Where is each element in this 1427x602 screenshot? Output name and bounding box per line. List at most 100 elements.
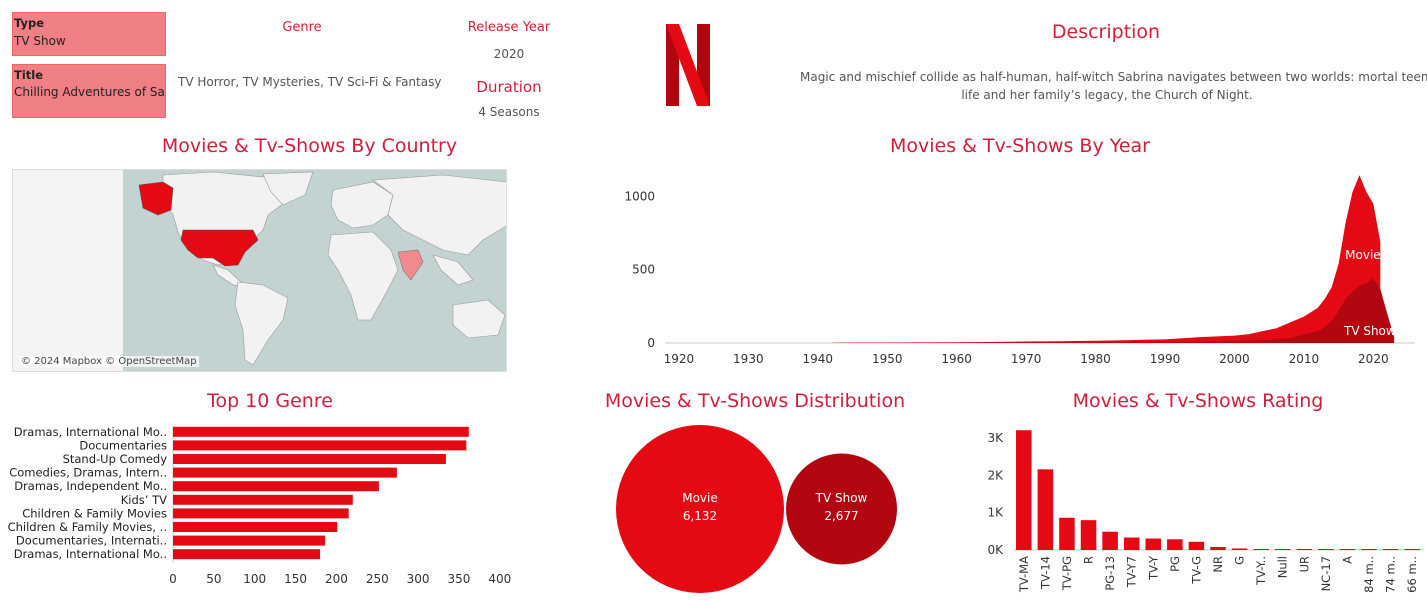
rating-bar <box>1404 549 1420 550</box>
map-attribution[interactable]: © 2024 Mapbox © OpenStreetMap <box>19 356 199 367</box>
rating-y-tick: 3K <box>987 431 1004 445</box>
rating-bar <box>1274 549 1291 550</box>
rating-category-label: Null <box>1276 556 1290 578</box>
year-x-tick: 1940 <box>803 352 834 366</box>
genre-x-tick: 250 <box>366 572 389 586</box>
genre-value: TV Horror, TV Mysteries, TV Sci-Fi & Fan… <box>178 75 442 89</box>
movie-bubble <box>616 425 784 593</box>
type-filter[interactable]: Type TV Show <box>12 12 166 56</box>
rating-bar <box>1253 549 1269 550</box>
rating-category-label: TV-Y <box>1146 555 1160 581</box>
year-x-tick: 1930 <box>733 352 764 366</box>
genre-category-label: Documentaries, Internati.. <box>16 534 167 548</box>
genre-x-tick: 50 <box>206 572 221 586</box>
genre-x-tick: 150 <box>284 572 307 586</box>
rating-bar <box>1016 430 1032 550</box>
duration-value: 4 Seasons <box>478 105 540 119</box>
rating-y-tick: 1K <box>987 506 1004 520</box>
genre-category-label: Documentaries <box>79 438 167 452</box>
type-filter-label: Type <box>14 16 45 30</box>
rating-bar <box>1080 520 1097 550</box>
rating-y-tick: 0K <box>987 543 1004 557</box>
map-title: Movies & Tv-Shows By Country <box>161 135 458 157</box>
year-x-tick: 1950 <box>872 352 903 366</box>
rating-bar <box>1123 537 1140 550</box>
rating-bar <box>1318 549 1334 550</box>
south-america-land <box>234 281 289 366</box>
rating-category-label: A <box>1340 556 1354 564</box>
genre-category-label: Children & Family Movies, .. <box>8 520 167 534</box>
rating-bar <box>1188 541 1205 550</box>
rating-bar <box>1210 547 1226 550</box>
movie-series-area <box>831 175 1381 343</box>
genre-category-label: Dramas, Independent Mo.. <box>14 479 167 493</box>
movie-area-label: Movie <box>1345 248 1381 262</box>
greenland-land <box>262 171 314 206</box>
rating-bar <box>1145 538 1162 550</box>
alaska-region <box>138 181 174 216</box>
duration-label: Duration <box>476 78 542 96</box>
world-map <box>123 170 506 371</box>
genre-category-label: Kids’ TV <box>121 493 167 507</box>
rating-bar <box>1361 549 1377 550</box>
rating-bar <box>1059 517 1075 550</box>
europe-land <box>330 181 394 229</box>
australia-land <box>452 299 506 339</box>
genre-label: Genre <box>282 20 322 35</box>
rating-bar <box>1296 549 1313 550</box>
rating-category-label: G <box>1233 556 1247 565</box>
rating-category-label: TV-MA <box>1017 556 1031 593</box>
rating-bar <box>1102 531 1118 550</box>
year-x-tick: 1920 <box>664 352 695 366</box>
africa-land <box>327 231 399 321</box>
year-x-tick: 1980 <box>1080 352 1111 366</box>
rating-category-label: TV-Y7 <box>1125 556 1139 588</box>
release-year-value: 2020 <box>493 47 525 61</box>
rating-bar-chart[interactable]: 0K 1K 2K 3K TV-MA TV-14 TV-PG R PG-13 TV-Y7 TV-Y PG… <box>975 418 1425 602</box>
year-x-tick: 2020 <box>1358 352 1389 366</box>
title-filter[interactable]: Title Chilling Adventures of Sa.. <box>12 64 166 118</box>
description-label: Description <box>1051 21 1161 43</box>
description-line-2: life and her family’s legacy, the Church… <box>961 88 1253 102</box>
rating-bar <box>1037 469 1054 550</box>
genre-bar <box>173 522 338 532</box>
rating-category-label: NC-17 <box>1319 556 1333 591</box>
usa-region <box>180 229 259 267</box>
netflix-logo <box>666 24 710 106</box>
tv-show-bubble-label: TV Show <box>815 491 868 505</box>
genre-category-label: Comedies, Dramas, Intern.. <box>9 466 167 480</box>
genre-bar-chart[interactable]: Dramas, International Mo..DocumentariesS… <box>0 418 560 590</box>
genre-x-tick: 350 <box>448 572 471 586</box>
title-filter-label: Title <box>14 68 44 82</box>
genre-bar <box>173 549 321 560</box>
genre-bar <box>173 467 397 478</box>
year-y-tick: 500 <box>632 263 655 277</box>
year-x-tick: 2010 <box>1289 352 1320 366</box>
tv-area-label: TV Show <box>1343 324 1396 338</box>
genre-category-label: Dramas, International Mo.. <box>14 547 167 561</box>
movie-bubble-value: 6,132 <box>683 509 717 523</box>
genre-chart-title: Top 10 Genre <box>207 390 333 412</box>
genre-category-label: Children & Family Movies <box>22 506 167 520</box>
movie-bubble-label: Movie <box>682 491 718 505</box>
southeast-asia-land <box>432 254 474 286</box>
rating-category-label: 84 m.. <box>1362 556 1376 593</box>
distribution-bubble-chart[interactable]: Movie 6,132 TV Show 2,677 <box>600 415 900 602</box>
rating-chart-title: Movies & Tv-Shows Rating <box>1072 390 1324 412</box>
rating-category-label: NR <box>1211 556 1225 573</box>
title-filter-value: Chilling Adventures of Sa.. <box>14 85 164 99</box>
genre-bar <box>173 440 467 451</box>
india-region <box>397 249 424 281</box>
genre-bar <box>173 535 325 546</box>
rating-bar <box>1382 549 1399 550</box>
year-x-tick: 1970 <box>1011 352 1042 366</box>
rating-bar <box>1167 539 1183 550</box>
genre-x-tick: 200 <box>325 572 348 586</box>
year-x-tick: 1990 <box>1150 352 1181 366</box>
country-map[interactable]: © 2024 Mapbox © OpenStreetMap <box>12 169 507 372</box>
genre-x-tick: 400 <box>488 572 511 586</box>
genre-bar <box>173 508 349 519</box>
tv-show-bubble-value: 2,677 <box>824 509 858 523</box>
year-area-chart[interactable]: 0 500 1000 1920 1930 1940 1950 1960 1970 1980 1990… <box>620 165 1420 370</box>
distribution-chart-title: Movies & Tv-Shows Distribution <box>604 390 906 412</box>
